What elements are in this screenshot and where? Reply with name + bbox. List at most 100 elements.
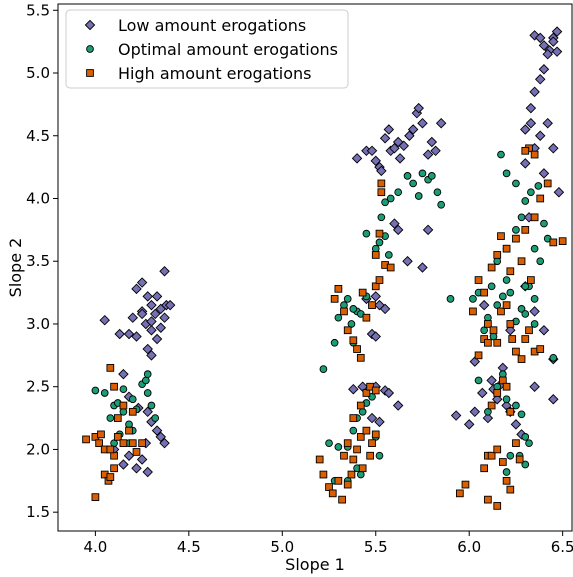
data-point — [508, 335, 517, 343]
data-point — [497, 232, 505, 240]
data-point — [356, 353, 365, 362]
data-point — [497, 150, 505, 159]
data-point — [99, 314, 110, 326]
data-point — [377, 188, 386, 197]
data-point — [377, 179, 386, 188]
data-point — [502, 395, 511, 404]
data-point — [558, 237, 567, 246]
data-point — [379, 303, 391, 315]
legend-entry: High amount erogations — [86, 64, 311, 83]
data-point — [482, 412, 494, 424]
data-point — [521, 335, 530, 343]
plot-markers — [82, 26, 567, 510]
data-point — [529, 306, 540, 317]
legend-marker — [86, 69, 94, 77]
data-point — [128, 395, 137, 404]
data-point — [493, 502, 502, 510]
data-point — [106, 473, 115, 481]
data-point — [418, 169, 427, 178]
data-point — [536, 194, 545, 203]
data-point — [91, 386, 100, 395]
data-point — [374, 416, 385, 428]
data-point — [433, 188, 442, 197]
data-point — [370, 291, 381, 302]
data-point — [392, 224, 404, 236]
data-point — [351, 153, 363, 164]
data-point — [325, 439, 333, 448]
data-point — [487, 451, 496, 460]
data-point — [125, 420, 133, 429]
data-point — [113, 414, 122, 422]
data-point — [366, 451, 374, 460]
data-point — [119, 407, 128, 416]
data-point — [97, 430, 105, 439]
data-point — [484, 338, 492, 347]
data-point — [389, 218, 400, 229]
data-point — [147, 401, 156, 410]
data-point — [469, 406, 481, 418]
y-axis-ticks: 1.5 2.0 2.5 3.0 3.5 4.0 4.5 5.0 5.5 — [26, 1, 58, 521]
data-point — [529, 30, 540, 41]
data-point — [125, 426, 133, 435]
data-point — [450, 410, 462, 421]
plot-frame — [57, 3, 573, 532]
data-point — [497, 307, 505, 316]
data-point — [334, 443, 343, 451]
data-point — [159, 312, 170, 323]
data-point — [131, 463, 142, 474]
data-point — [402, 255, 413, 267]
data-point — [527, 276, 535, 284]
data-point — [143, 389, 152, 397]
data-point — [474, 276, 483, 284]
data-point — [407, 124, 419, 135]
data-point — [512, 439, 520, 448]
y-tick-label: 2.0 — [26, 440, 50, 458]
data-point — [319, 470, 328, 479]
data-point — [349, 455, 358, 464]
data-point — [484, 407, 492, 416]
data-point — [493, 338, 502, 347]
data-point — [114, 328, 125, 340]
data-point — [530, 295, 539, 303]
data-point — [106, 364, 115, 372]
data-point — [343, 326, 352, 335]
data-point — [542, 48, 553, 60]
y-tick-label: 4.5 — [26, 127, 50, 145]
data-point — [379, 133, 391, 144]
data-point — [489, 332, 498, 341]
data-point — [506, 485, 515, 494]
data-point — [529, 381, 540, 392]
legend: Low amount erogations Optimal amount erog… — [65, 9, 349, 89]
data-point — [414, 192, 423, 200]
legend-entry: Low amount erogations — [84, 16, 306, 35]
data-point — [123, 450, 135, 461]
data-point — [375, 238, 384, 247]
data-point — [534, 74, 546, 85]
data-point — [386, 263, 395, 272]
data-point — [95, 439, 103, 448]
data-point — [549, 238, 558, 247]
data-point — [548, 36, 559, 47]
data-point — [123, 328, 135, 340]
data-point — [100, 389, 109, 397]
data-point — [506, 451, 515, 460]
data-point — [131, 331, 142, 342]
y-tick-label: 5.0 — [26, 64, 50, 82]
data-point — [375, 229, 384, 238]
data-point — [353, 445, 361, 454]
data-point — [480, 288, 489, 297]
data-point — [521, 146, 530, 155]
data-point — [356, 470, 365, 479]
data-point — [502, 301, 511, 309]
data-point — [512, 234, 520, 243]
data-point — [498, 370, 507, 379]
data-point — [386, 194, 395, 203]
data-point — [534, 182, 543, 190]
data-point — [128, 439, 137, 448]
data-point — [91, 493, 100, 501]
data-point — [141, 376, 150, 385]
data-point — [347, 320, 356, 328]
data-point — [371, 244, 380, 253]
data-point — [155, 431, 167, 443]
